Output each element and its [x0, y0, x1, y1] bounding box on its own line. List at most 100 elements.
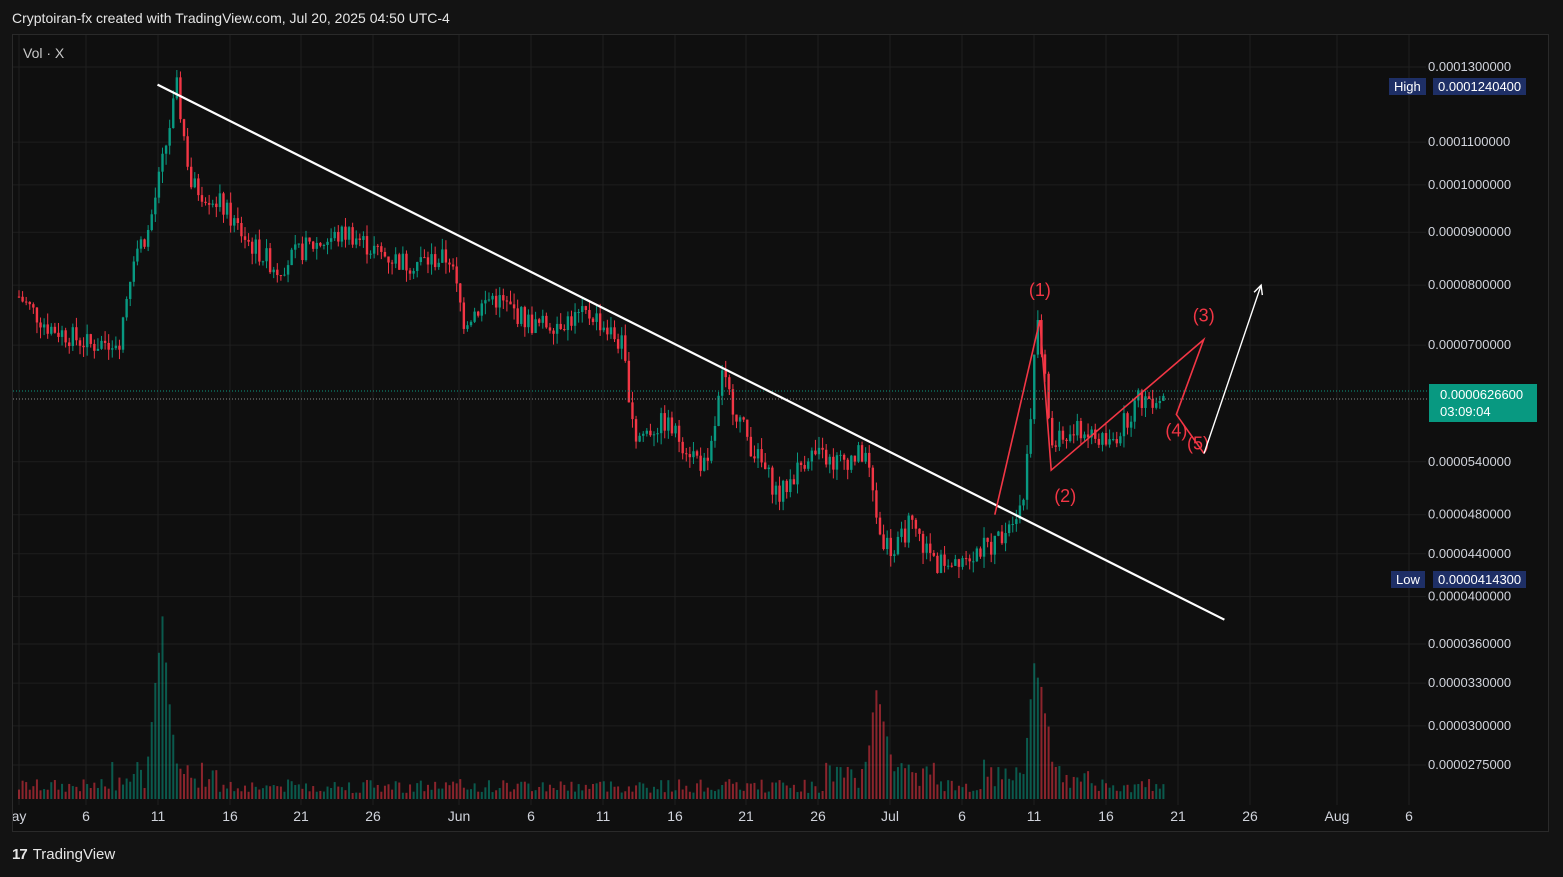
volume-bar [222, 784, 225, 799]
candle-body-up [484, 300, 487, 304]
volume-bar [365, 779, 368, 799]
volume-bar [807, 792, 810, 799]
price-axis-label: 0.0001300000 [1428, 59, 1511, 74]
volume-bar [448, 785, 451, 799]
volume-bar [893, 771, 896, 799]
candle-body-up [946, 565, 950, 567]
volume-bar [595, 783, 598, 799]
candle-body-down [1054, 445, 1057, 447]
candle-body-up [1029, 419, 1032, 454]
candle-body-up [355, 238, 358, 245]
volume-bar [523, 781, 526, 799]
candle-body-down [903, 528, 907, 543]
volume-bar [853, 777, 856, 799]
candle-body-up [1015, 519, 1018, 525]
candle-body-up [71, 327, 75, 347]
footer-branding[interactable]: 17 TradingView [12, 846, 115, 863]
volume-bar [620, 792, 623, 799]
volume-bar [337, 786, 340, 799]
volume-indicator-label[interactable]: Vol · X [23, 45, 65, 61]
candle-body-down [990, 541, 993, 555]
candle-body-down [1043, 354, 1047, 374]
volume-bar [832, 781, 835, 799]
candle-body-up [835, 455, 839, 470]
volume-bar [950, 780, 953, 799]
candle-body-down [932, 552, 936, 556]
candle-body-down [103, 340, 107, 343]
volume-bar [552, 788, 555, 799]
candle-body-up [907, 515, 910, 543]
candle-body-up [645, 430, 649, 434]
volume-bar [319, 790, 322, 799]
candle-body-up [487, 299, 491, 301]
volume-bar [904, 768, 907, 799]
volume-bar [968, 791, 971, 799]
candle-body-down [229, 202, 232, 226]
volume-bar [954, 790, 957, 799]
candle-body-up [315, 242, 318, 249]
volume-bar [247, 791, 250, 799]
volume-bar [168, 704, 171, 799]
volume-bar [1000, 779, 1003, 799]
candle-body-down [1051, 417, 1054, 446]
candle-body-up [738, 417, 742, 422]
candle-body-up [864, 452, 867, 462]
candle-body-down [950, 565, 953, 567]
candle-body-up [638, 435, 641, 442]
volume-bar [703, 791, 706, 799]
volume-bar [1029, 699, 1032, 799]
candle-body-up [85, 334, 89, 348]
volume-bar [272, 785, 275, 799]
candle-body-up [125, 298, 128, 318]
volume-bar [975, 790, 978, 799]
volume-bar [850, 769, 853, 799]
volume-bar [18, 789, 20, 799]
price-axis-label: 0.0001100000 [1428, 134, 1510, 149]
candle-body-up [534, 319, 537, 334]
candle-body-up [437, 262, 440, 268]
volume-bar [172, 734, 175, 799]
candle-body-up [469, 321, 473, 326]
candle-body-up [839, 454, 842, 456]
volume-bar [534, 790, 537, 799]
volume-bar [656, 789, 659, 799]
candle-body-up [789, 479, 792, 493]
wave-label: (4) [1165, 420, 1187, 440]
volume-bar [111, 762, 114, 799]
candle-body-up [1022, 499, 1025, 506]
candle-body-up [1101, 433, 1104, 445]
volume-bar [477, 791, 480, 799]
volume-bar [470, 789, 473, 799]
candle-body-down [634, 419, 638, 442]
candle-body-up [656, 433, 659, 435]
projection-arrow [1203, 284, 1262, 454]
price-axis-label: 0.0000900000 [1428, 224, 1511, 239]
volume-bar [39, 790, 42, 799]
candle-body-down [258, 239, 261, 262]
volume-bar [455, 783, 458, 799]
chart-canvas[interactable]: 0.0001300000 0.0001100000 0.0001000000 0.00… [13, 35, 1550, 833]
volume-bar [344, 790, 347, 799]
volume-bar [200, 762, 203, 799]
candle-body-down [616, 339, 620, 349]
volume-bar [444, 782, 447, 799]
candle-body-down [17, 296, 21, 298]
candle-body-up [322, 244, 326, 246]
candle-body-down [75, 327, 78, 341]
volume-bar [391, 789, 394, 799]
volume-bar [584, 784, 587, 799]
candle-body-down [1086, 434, 1090, 438]
volume-bar [1101, 779, 1104, 799]
candle-body-up [1011, 524, 1014, 526]
candle-body-up [810, 450, 814, 462]
candle-body-down [24, 301, 28, 303]
volume-bar [419, 780, 422, 799]
volume-bar [1054, 766, 1057, 799]
time-axis-label: 16 [1098, 808, 1114, 824]
chart-pane[interactable]: 0.0001300000 0.0001100000 0.0001000000 0.00… [12, 34, 1549, 832]
candle-body-down [570, 316, 573, 326]
candle-body-down [559, 323, 562, 330]
candle-body-down [1061, 430, 1065, 440]
candle-body-down [387, 256, 390, 263]
volume-bar [480, 791, 483, 799]
